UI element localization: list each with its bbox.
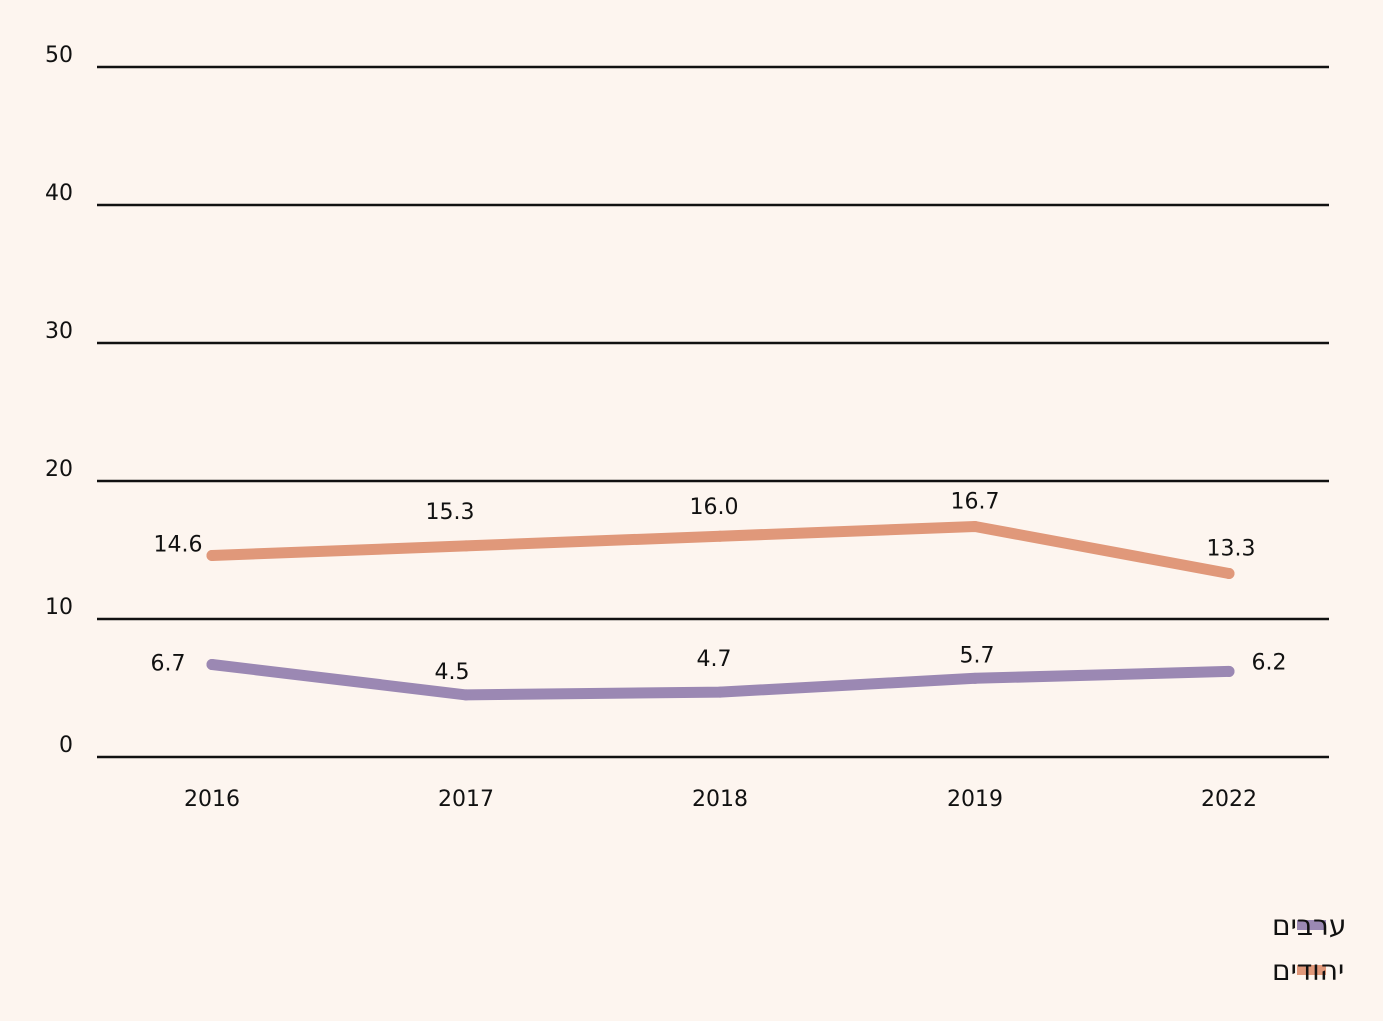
y-tick-label: 40 — [45, 181, 73, 206]
data-label: 16.0 — [690, 495, 739, 520]
series-lines — [206, 521, 1235, 701]
data-point — [1223, 567, 1235, 579]
x-tick-label: 2017 — [438, 787, 494, 812]
data-label: 14.6 — [154, 533, 203, 558]
y-tick-label: 0 — [59, 733, 73, 758]
legend-label: ערבים — [1272, 909, 1346, 942]
y-axis-ticks: 0 10 20 30 40 50 — [45, 43, 73, 758]
data-label: 16.7 — [951, 490, 1000, 515]
y-tick-label: 50 — [45, 43, 73, 68]
legend-swatch — [1297, 965, 1326, 975]
data-point — [714, 530, 726, 542]
gridlines — [97, 65, 1329, 759]
legend: ערבים יהודים — [1272, 909, 1346, 987]
data-point — [460, 540, 472, 552]
data-label: 4.7 — [697, 647, 732, 672]
y-tick-label: 20 — [45, 457, 73, 482]
data-label: 15.3 — [426, 500, 475, 525]
y-tick-label: 30 — [45, 319, 73, 344]
data-point — [206, 550, 218, 562]
data-point — [1223, 665, 1235, 677]
y-tick-label: 10 — [45, 595, 73, 620]
x-axis-ticks: 2016 2017 2018 2019 2022 — [184, 787, 1257, 812]
data-label: 5.7 — [960, 643, 995, 668]
data-point — [969, 672, 981, 684]
x-tick-label: 2022 — [1201, 787, 1257, 812]
data-point — [969, 521, 981, 533]
data-labels: 6.7 4.5 4.7 5.7 6.2 14.6 15.3 16.0 16.7 13.3 — [151, 490, 1287, 685]
data-point — [460, 689, 472, 701]
data-label: 13.3 — [1207, 536, 1256, 561]
x-tick-label: 2018 — [692, 787, 748, 812]
x-tick-label: 2019 — [947, 787, 1003, 812]
data-label: 4.5 — [435, 660, 470, 685]
legend-label: יהודים — [1272, 954, 1344, 987]
x-tick-label: 2016 — [184, 787, 240, 812]
data-label: 6.2 — [1252, 650, 1287, 675]
data-point — [206, 659, 218, 671]
data-point — [714, 686, 726, 698]
legend-swatch — [1297, 920, 1326, 930]
data-label: 6.7 — [151, 652, 186, 677]
